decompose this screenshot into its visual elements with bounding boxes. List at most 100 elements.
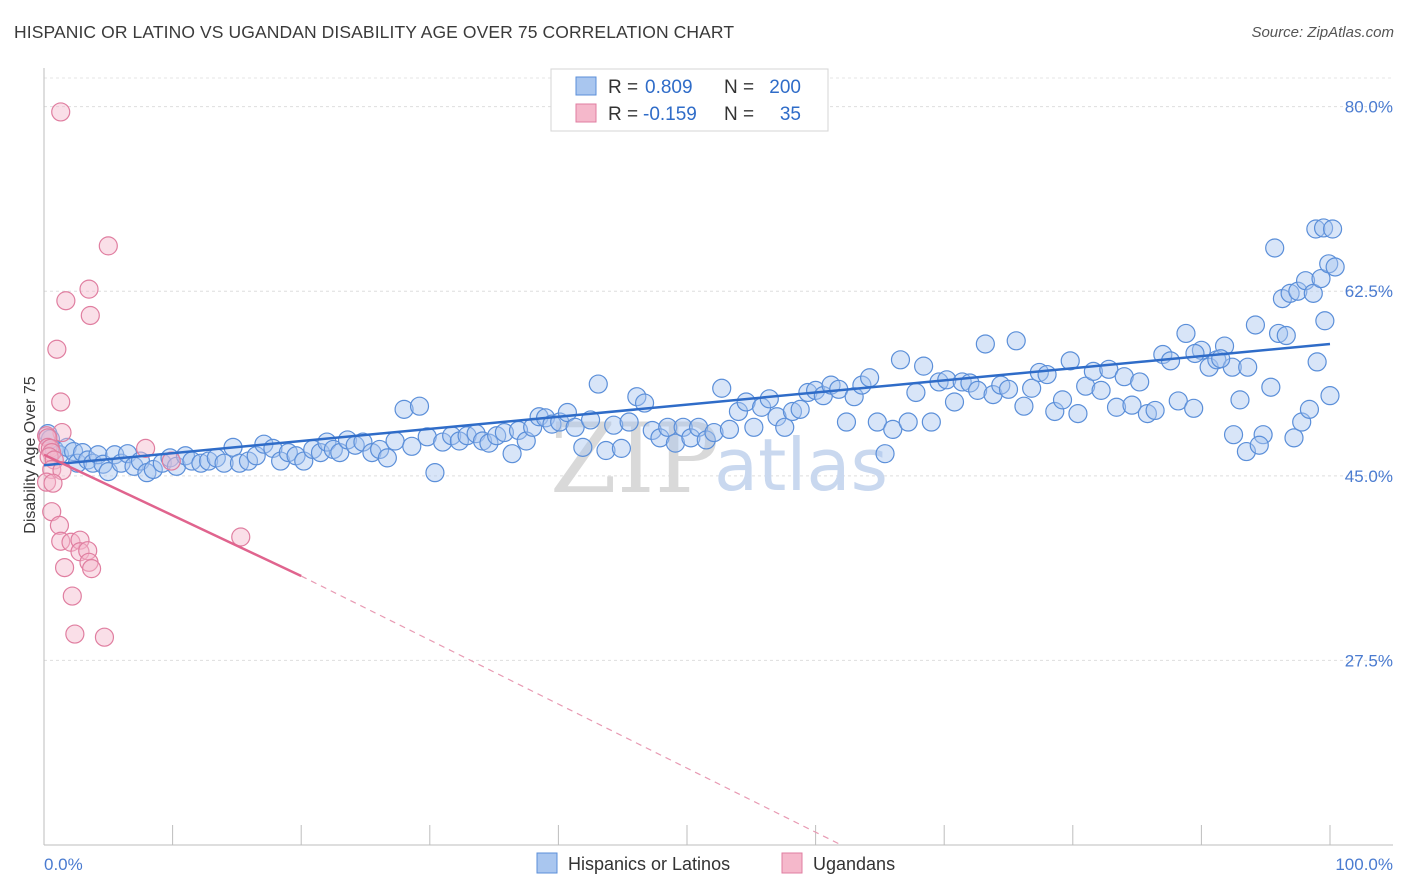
- hispanic-point-174: [1280, 283, 1300, 303]
- ugandan-point-0: [51, 102, 71, 122]
- hispanic-point-85: [650, 428, 670, 448]
- hispanic-point-170: [1307, 352, 1327, 372]
- hispanic-point-89: [681, 428, 701, 448]
- legend: R = 0.809 N = 200 R = -0.159 N = 35: [550, 68, 829, 132]
- hispanic-point-97: [744, 417, 764, 437]
- hispanic-point-152: [1168, 391, 1188, 411]
- hispanic-point-62: [479, 433, 499, 453]
- legend-n-value-hispanic: 200: [769, 77, 801, 98]
- ugandan-point-7: [52, 422, 72, 443]
- hispanic-point-142: [1091, 380, 1111, 400]
- y-tick-label-0: 27.5%: [1345, 651, 1393, 670]
- hispanic-point-130: [998, 379, 1019, 399]
- hispanic-point-162: [1245, 315, 1266, 335]
- y-tick-label-3: 80.0%: [1345, 98, 1393, 117]
- hispanic-point-52: [402, 436, 422, 456]
- hispanic-point-148: [1137, 403, 1157, 424]
- ugandan-point-4: [80, 305, 100, 326]
- legend-box: [550, 68, 829, 132]
- ugandan-point-31: [94, 627, 115, 647]
- legend-r-value-hispanic: 0.809: [645, 77, 693, 98]
- hispanic-point-119: [914, 356, 934, 376]
- hispanic-point-84: [642, 420, 662, 441]
- hispanic-point-91: [696, 430, 716, 450]
- hispanic-point-189: [1185, 343, 1205, 364]
- hispanic-point-123: [944, 392, 965, 412]
- hispanic-point-47: [362, 443, 382, 463]
- hispanic-point-149: [1145, 400, 1165, 421]
- hispanic-point-175: [1288, 281, 1308, 301]
- hispanic-point-87: [665, 433, 686, 453]
- legend-swatch-ugandan: [575, 103, 597, 123]
- ugandan-point-20: [49, 515, 70, 535]
- hispanic-point-109: [836, 412, 857, 432]
- hispanic-point-76: [580, 410, 601, 430]
- x-tick-label-1: 100.0%: [1335, 855, 1393, 874]
- hispanic-point-82: [627, 387, 647, 407]
- hispanic-point-94: [719, 419, 740, 440]
- hispanic-point-86: [658, 417, 678, 437]
- watermark: ZIP atlas: [550, 403, 888, 515]
- hispanic-point-79: [604, 415, 624, 435]
- hispanic-point-139: [1068, 403, 1088, 424]
- hispanic-point-118: [906, 382, 926, 403]
- y-tick-label-1: 45.0%: [1345, 467, 1393, 486]
- bottom-legend-label-hispanic: Hispanics or Latinos: [568, 854, 730, 874]
- ugandan-point-32: [135, 438, 156, 458]
- chart-title: HISPANIC OR LATINO VS UGANDAN DISABILITY…: [14, 22, 735, 42]
- trend-lines: [43, 342, 1331, 846]
- hispanic-point-186: [1223, 425, 1244, 445]
- legend-n-label-hispanic: N =: [724, 77, 754, 98]
- legend-n-value-ugandan: 35: [780, 104, 801, 125]
- hispanic-point-88: [673, 417, 693, 437]
- legend-n-label-ugandan: N =: [724, 104, 754, 125]
- hispanic-point-120: [921, 412, 941, 432]
- ugandan-point-1: [98, 236, 118, 256]
- hispanic-point-131: [1006, 331, 1026, 351]
- hispanic-point-166: [1276, 325, 1296, 346]
- source-label: Source: ZipAtlas.com: [1251, 24, 1394, 41]
- hispanic-point-145: [1114, 367, 1134, 387]
- hispanic-point-127: [975, 334, 995, 354]
- hispanic-point-112: [860, 368, 880, 388]
- hispanic-point-55: [425, 463, 445, 483]
- hispanic-point-144: [1106, 397, 1127, 417]
- hispanic-point-103: [790, 399, 810, 419]
- hispanic-point-114: [875, 444, 895, 464]
- ugandan-point-34: [231, 527, 251, 547]
- hispanic-point-26: [199, 451, 219, 471]
- hispanic-point-184: [1322, 219, 1343, 239]
- hispanic-point-71: [542, 414, 562, 434]
- hispanic-point-54: [417, 427, 437, 447]
- bottom-legend-swatch-ugandan: [781, 852, 803, 874]
- legend-r-value-ugandan: -0.159: [643, 104, 697, 125]
- hispanic-point-63: [487, 426, 507, 446]
- ugandan-point-6: [51, 392, 71, 412]
- hispanic-point-75: [573, 437, 593, 457]
- data-points: [36, 102, 1345, 647]
- hispanic-point-101: [775, 417, 795, 437]
- bottom-legend: Hispanics or Latinos Ugandans: [536, 852, 895, 874]
- ugandan-trend-line-extended: [300, 575, 842, 846]
- hispanic-point-113: [867, 412, 887, 432]
- hispanic-point-28: [214, 453, 234, 473]
- hispanic-point-92: [704, 422, 724, 443]
- ugandan-trend-line: [43, 453, 302, 578]
- hispanic-point-64: [494, 422, 514, 443]
- hispanic-point-188: [1249, 435, 1269, 455]
- hispanic-point-182: [1306, 219, 1326, 239]
- hispanic-point-100: [767, 407, 787, 427]
- hispanic-point-99: [759, 389, 779, 409]
- hispanic-point-80: [611, 438, 632, 458]
- hispanic-point-115: [883, 419, 903, 440]
- legend-r-label-ugandan: R =: [608, 104, 638, 125]
- legend-r-label-hispanic: R =: [608, 77, 638, 98]
- hispanic-point-36: [278, 443, 298, 463]
- ugandan-point-21: [51, 531, 71, 551]
- bottom-legend-swatch-hispanic: [536, 852, 558, 874]
- ugandan-point-30: [65, 624, 85, 644]
- hispanic-point-136: [1045, 401, 1065, 422]
- ugandan-point-28: [81, 559, 102, 579]
- y-axis-label: Disability Age Over 75: [22, 376, 39, 534]
- hispanic-point-137: [1052, 390, 1073, 410]
